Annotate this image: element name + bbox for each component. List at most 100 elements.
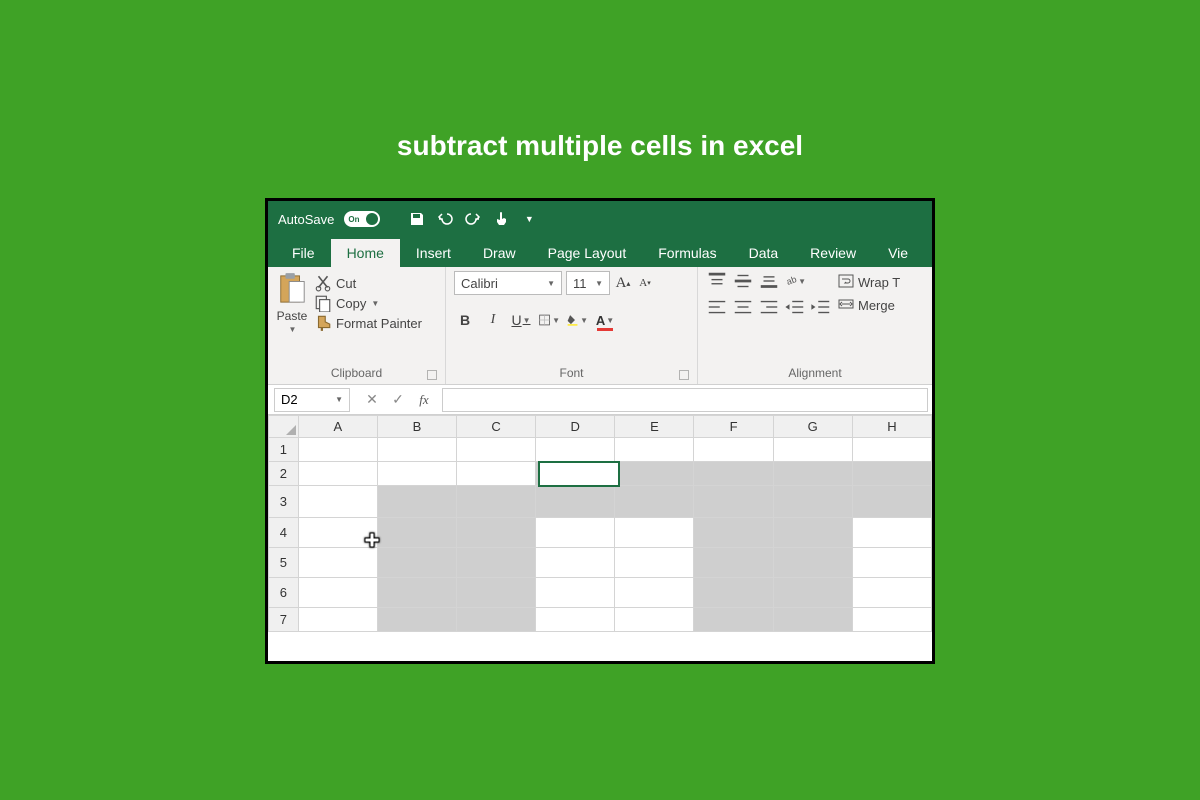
col-header-E[interactable]: E <box>615 416 694 438</box>
cell[interactable] <box>298 486 377 518</box>
decrease-font-button[interactable]: A▾ <box>636 272 654 294</box>
cell[interactable] <box>457 462 536 486</box>
cell[interactable] <box>852 578 931 608</box>
tab-view[interactable]: Vie <box>872 239 924 267</box>
cell[interactable] <box>457 486 536 518</box>
formula-input[interactable] <box>442 388 928 412</box>
cell[interactable] <box>536 548 615 578</box>
cell[interactable] <box>852 608 931 632</box>
cell[interactable] <box>773 548 852 578</box>
align-center-button[interactable] <box>732 297 754 317</box>
cell[interactable] <box>773 438 852 462</box>
save-icon[interactable] <box>408 210 426 228</box>
merge-button[interactable]: Merge <box>838 296 900 315</box>
clipboard-dialog-launcher[interactable] <box>427 370 437 380</box>
cell[interactable] <box>694 438 773 462</box>
cell[interactable] <box>694 462 773 486</box>
cell[interactable] <box>852 518 931 548</box>
align-top-button[interactable] <box>706 271 728 291</box>
cell[interactable] <box>694 486 773 518</box>
font-color-button[interactable]: A ▼ <box>594 309 616 331</box>
cell[interactable] <box>457 518 536 548</box>
cell[interactable] <box>615 518 694 548</box>
cell[interactable] <box>852 486 931 518</box>
copy-dropdown[interactable]: ▼ <box>371 299 379 308</box>
cell[interactable] <box>536 608 615 632</box>
cell[interactable] <box>773 608 852 632</box>
cell[interactable] <box>615 486 694 518</box>
cell[interactable] <box>298 518 377 548</box>
cell[interactable] <box>377 438 456 462</box>
row-header-2[interactable]: 2 <box>269 462 299 486</box>
tab-data[interactable]: Data <box>733 239 795 267</box>
redo-icon[interactable] <box>464 210 482 228</box>
increase-indent-button[interactable] <box>810 297 832 317</box>
row-header-6[interactable]: 6 <box>269 578 299 608</box>
cell[interactable] <box>457 608 536 632</box>
cell[interactable] <box>694 578 773 608</box>
cell[interactable] <box>457 578 536 608</box>
tab-review[interactable]: Review <box>794 239 872 267</box>
orientation-button[interactable]: ab▼ <box>784 271 806 291</box>
cell[interactable] <box>536 462 615 486</box>
row-header-5[interactable]: 5 <box>269 548 299 578</box>
cell[interactable] <box>377 486 456 518</box>
cell[interactable] <box>536 438 615 462</box>
insert-function-button[interactable]: fx <box>414 390 434 410</box>
wrap-text-button[interactable]: Wrap T <box>838 273 900 292</box>
align-left-button[interactable] <box>706 297 728 317</box>
col-header-A[interactable]: A <box>298 416 377 438</box>
row-header-1[interactable]: 1 <box>269 438 299 462</box>
font-size-select[interactable]: 11 ▼ <box>566 271 610 295</box>
format-painter-button[interactable]: Format Painter <box>314 315 422 331</box>
select-all-corner[interactable] <box>269 416 299 438</box>
autosave-toggle[interactable]: On <box>344 211 380 227</box>
col-header-C[interactable]: C <box>457 416 536 438</box>
cell[interactable] <box>298 438 377 462</box>
italic-button[interactable]: I <box>482 309 504 331</box>
font-name-select[interactable]: Calibri ▼ <box>454 271 562 295</box>
col-header-H[interactable]: H <box>852 416 931 438</box>
col-header-D[interactable]: D <box>536 416 615 438</box>
undo-icon[interactable] <box>436 210 454 228</box>
row-header-4[interactable]: 4 <box>269 518 299 548</box>
cell[interactable] <box>773 486 852 518</box>
cell[interactable] <box>298 462 377 486</box>
decrease-indent-button[interactable] <box>784 297 806 317</box>
name-box[interactable]: D2 ▼ <box>274 388 350 412</box>
cell[interactable] <box>852 438 931 462</box>
cell[interactable] <box>615 462 694 486</box>
cell[interactable] <box>377 548 456 578</box>
cell[interactable] <box>773 578 852 608</box>
cell[interactable] <box>457 438 536 462</box>
paste-button[interactable]: Paste ▼ <box>276 271 308 364</box>
align-middle-button[interactable] <box>732 271 754 291</box>
paste-dropdown[interactable]: ▼ <box>289 325 297 334</box>
cancel-formula-button[interactable]: ✕ <box>362 390 382 410</box>
tab-page-layout[interactable]: Page Layout <box>532 239 643 267</box>
cell[interactable] <box>298 548 377 578</box>
cell[interactable] <box>298 608 377 632</box>
col-header-B[interactable]: B <box>377 416 456 438</box>
cell[interactable] <box>615 578 694 608</box>
cell[interactable] <box>694 548 773 578</box>
cut-button[interactable]: Cut <box>314 275 422 291</box>
tab-draw[interactable]: Draw <box>467 239 532 267</box>
tab-file[interactable]: File <box>276 239 331 267</box>
underline-button[interactable]: U▼ <box>510 309 532 331</box>
bold-button[interactable]: B <box>454 309 476 331</box>
copy-button[interactable]: Copy ▼ <box>314 295 422 311</box>
align-bottom-button[interactable] <box>758 271 780 291</box>
fill-color-button[interactable]: ▼ <box>566 309 588 331</box>
cell[interactable] <box>377 578 456 608</box>
cell[interactable] <box>852 462 931 486</box>
cell[interactable] <box>773 462 852 486</box>
increase-font-button[interactable]: A▴ <box>614 272 632 294</box>
row-header-3[interactable]: 3 <box>269 486 299 518</box>
row-header-7[interactable]: 7 <box>269 608 299 632</box>
cell[interactable] <box>536 518 615 548</box>
tab-formulas[interactable]: Formulas <box>642 239 732 267</box>
col-header-G[interactable]: G <box>773 416 852 438</box>
cell[interactable] <box>694 518 773 548</box>
cell[interactable] <box>694 608 773 632</box>
